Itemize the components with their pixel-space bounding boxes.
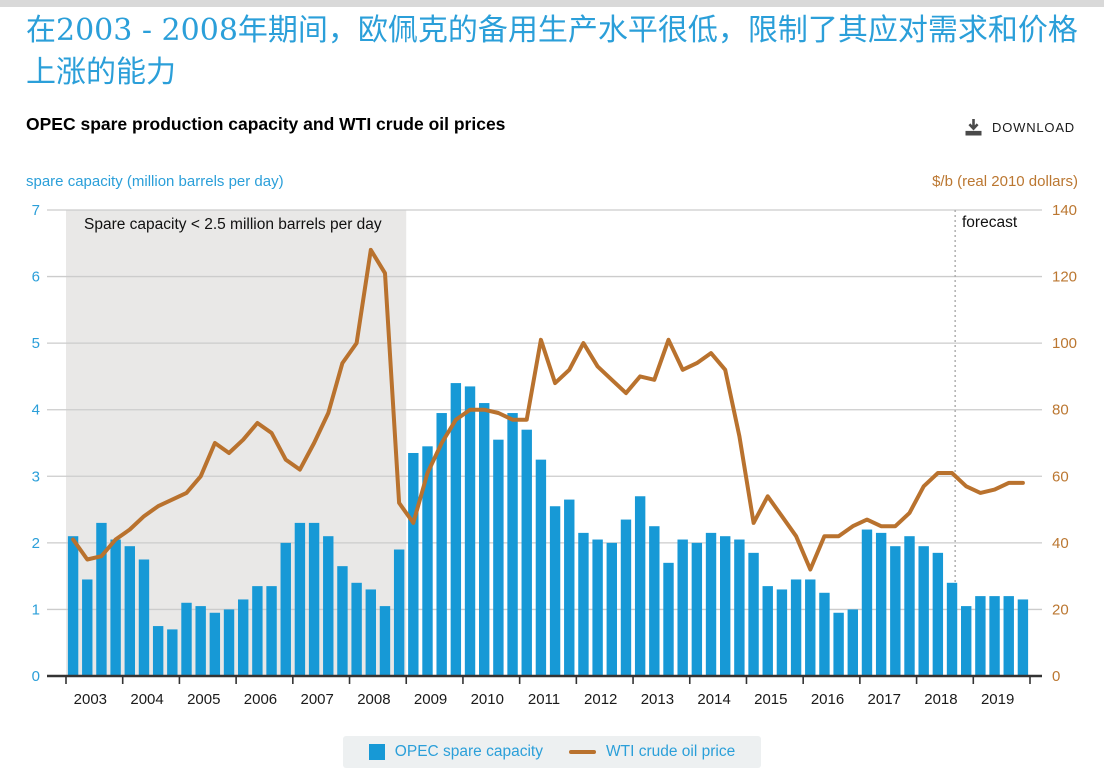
svg-text:1: 1: [32, 601, 40, 618]
x-axis-year-label: 2014: [697, 691, 730, 708]
x-axis-year-label: 2010: [471, 691, 504, 708]
chart-annotation: Spare capacity < 2.5 million barrels per…: [84, 216, 382, 233]
x-axis-year-label: 2004: [130, 691, 163, 708]
x-axis-year-label: 2013: [641, 691, 674, 708]
svg-text:40: 40: [1052, 535, 1069, 552]
svg-text:2: 2: [32, 535, 40, 552]
svg-text:0: 0: [32, 668, 40, 685]
svg-text:3: 3: [32, 468, 40, 485]
svg-text:5: 5: [32, 335, 40, 352]
legend-item-opec-spare-capacity[interactable]: OPEC spare capacity: [368, 743, 543, 761]
x-axis-year-label: 2006: [244, 691, 277, 708]
x-axis-year-label: 2003: [74, 691, 107, 708]
chart-legend: OPEC spare capacity WTI crude oil price: [0, 736, 1104, 768]
legend-label-spare-capacity: OPEC spare capacity: [394, 743, 543, 760]
svg-text:4: 4: [32, 402, 40, 419]
chart-title: OPEC spare production capacity and WTI c…: [26, 114, 506, 134]
download-icon: [965, 119, 982, 136]
top-divider: [0, 0, 1104, 7]
x-axis-year-label: 2008: [357, 691, 390, 708]
svg-text:60: 60: [1052, 468, 1069, 485]
x-axis-year-label: 2018: [924, 691, 957, 708]
x-axis-year-label: 2011: [528, 691, 560, 708]
svg-text:100: 100: [1052, 335, 1077, 352]
page-title: 在2003 - 2008年期间，欧佩克的备用生产水平很低，限制了其应对需求和价格…: [26, 13, 1078, 90]
left-axis-title: spare capacity (million barrels per day): [26, 173, 284, 190]
x-axis-year-label: 2019: [981, 691, 1014, 708]
legend-item-wti-price[interactable]: WTI crude oil price: [568, 743, 736, 761]
svg-text:6: 6: [32, 269, 40, 286]
download-button[interactable]: DOWNLOAD: [961, 116, 1078, 139]
download-label: DOWNLOAD: [992, 120, 1075, 135]
x-axis-year-label: 2017: [868, 691, 901, 708]
svg-text:80: 80: [1052, 402, 1069, 419]
x-axis-year-label: 2015: [754, 691, 787, 708]
x-axis-year-label: 2016: [811, 691, 844, 708]
bar-swatch-icon: [368, 744, 385, 760]
svg-text:120: 120: [1052, 269, 1077, 286]
svg-text:140: 140: [1052, 202, 1077, 219]
x-axis-year-label: 2007: [300, 691, 333, 708]
x-axis-year-label: 2009: [414, 691, 447, 708]
x-axis-year-label: 2012: [584, 691, 617, 708]
forecast-label: forecast: [962, 214, 1018, 231]
svg-text:0: 0: [1052, 668, 1060, 685]
right-axis-title: $/b (real 2010 dollars): [932, 173, 1078, 190]
line-swatch-icon: [568, 749, 596, 755]
legend-box: OPEC spare capacity WTI crude oil price: [342, 736, 762, 768]
legend-label-wti-price: WTI crude oil price: [605, 743, 736, 760]
svg-text:20: 20: [1052, 601, 1069, 618]
svg-text:7: 7: [32, 202, 40, 219]
x-axis-year-label: 2005: [187, 691, 220, 708]
